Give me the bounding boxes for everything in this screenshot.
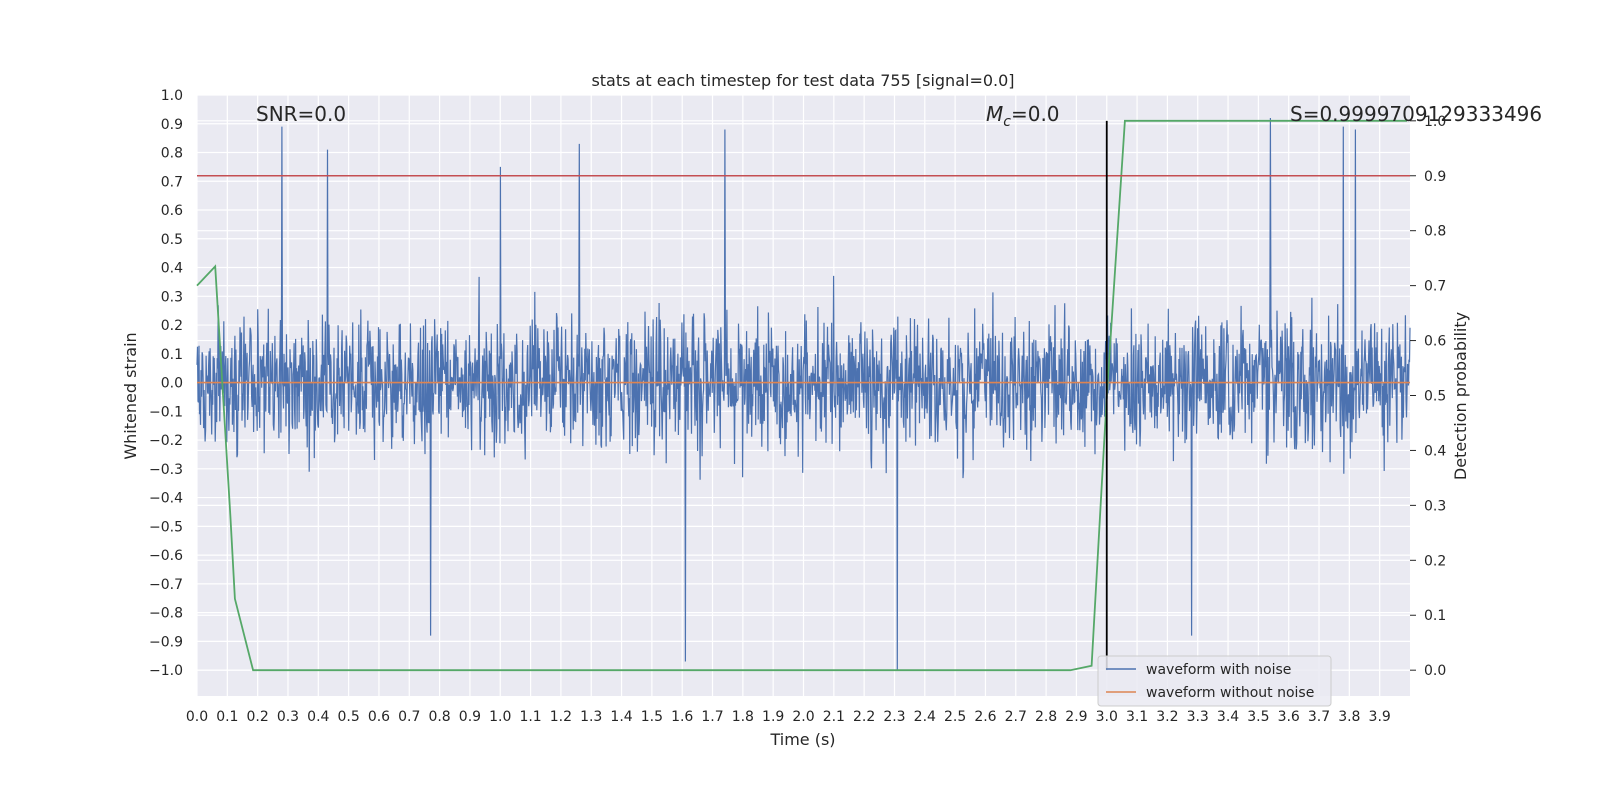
y2-tick-label: 0.7: [1424, 279, 1446, 295]
y2-tick-label: 0.5: [1424, 389, 1446, 405]
legend-label-with-noise: waveform with noise: [1146, 662, 1291, 678]
x-axis-label: Time (s): [769, 730, 835, 749]
x-tick-label: 0.0: [186, 709, 208, 725]
x-tick-label: 3.4: [1217, 709, 1239, 725]
chirp-mass-subscript: c: [1003, 114, 1011, 130]
chart-title: stats at each timestep for test data 755…: [591, 71, 1014, 90]
x-tick-label: 1.6: [671, 709, 693, 725]
x-tick-label: 1.8: [732, 709, 754, 725]
y2-axis-label: Detection probability: [1451, 312, 1470, 480]
y-tick-label: 0.5: [161, 232, 183, 248]
x-tick-label: 1.0: [489, 709, 511, 725]
y-tick-label: 0.2: [161, 318, 183, 334]
y-tick-label: 0.7: [161, 174, 183, 190]
x-tick-label: 0.2: [247, 709, 269, 725]
x-tick-label: 3.1: [1126, 709, 1148, 725]
x-tick-label: 2.8: [1035, 709, 1057, 725]
series-detection-probability: [196, 119, 1407, 672]
chirp-mass-value: =0.0: [1011, 102, 1060, 126]
y-tick-label: −0.4: [149, 491, 183, 507]
y-tick-label: 0.4: [161, 261, 183, 277]
y-tick-label: −1.0: [149, 663, 183, 679]
y2-tick-label: 0.6: [1424, 334, 1446, 350]
y-tick-label: 0.1: [161, 347, 183, 363]
y-tick-label: 0.8: [161, 146, 183, 162]
x-tick-label: 2.3: [883, 709, 905, 725]
x-tick-label: 1.2: [550, 709, 572, 725]
x-tick-label: 1.4: [610, 709, 632, 725]
x-tick-label: 3.6: [1278, 709, 1300, 725]
x-tick-label: 3.9: [1369, 709, 1391, 725]
x-tick-label: 1.1: [519, 709, 541, 725]
y2-tick-label: 0.3: [1424, 498, 1446, 514]
series-waveform-with-noise: [196, 117, 1411, 671]
legend-label-without-noise: waveform without noise: [1146, 685, 1314, 701]
x-tick-label: 0.6: [368, 709, 390, 725]
detection-probability-line: [196, 119, 1407, 672]
x-tick-label: 3.5: [1247, 709, 1269, 725]
x-tick-label: 0.3: [277, 709, 299, 725]
chirp-mass-symbol: M: [986, 102, 1003, 126]
y-tick-label: −0.1: [149, 404, 183, 420]
y2-tick-label: 0.1: [1424, 608, 1446, 624]
snr-annotation: SNR=0.0: [256, 102, 346, 126]
x-tick-label: 3.7: [1308, 709, 1330, 725]
x-tick-label: 3.3: [1187, 709, 1209, 725]
y-tick-label: 0.9: [161, 117, 183, 133]
y2-tick-label: 0.2: [1424, 553, 1446, 569]
x-tick-label: 2.2: [853, 709, 875, 725]
y-tick-label: −0.5: [149, 519, 183, 535]
y-tick-label: −0.2: [149, 433, 183, 449]
legend: waveform with noise waveform without noi…: [1097, 655, 1332, 707]
x-tick-label: 2.6: [974, 709, 996, 725]
x-tick-label: 2.9: [1065, 709, 1087, 725]
y-tick-label: 1.0: [161, 88, 183, 104]
y-tick-label: −0.3: [149, 462, 183, 478]
x-tick-label: 2.1: [823, 709, 845, 725]
y2-tick-label: 0.0: [1424, 663, 1446, 679]
x-tick-label: 2.5: [944, 709, 966, 725]
x-tick-label: 0.4: [307, 709, 329, 725]
waveform-with-noise-line: [196, 117, 1411, 671]
y-tick-label: 0.3: [161, 289, 183, 305]
grid: [196, 94, 1410, 696]
x-tick-label: 3.0: [1096, 709, 1118, 725]
y-tick-label: −0.7: [149, 577, 183, 593]
x-tick-label: 2.0: [792, 709, 814, 725]
x-tick-label: 3.8: [1338, 709, 1360, 725]
reference-lines: [197, 120, 1410, 671]
x-tick-label: 1.5: [641, 709, 663, 725]
y2-axis-ticks: 0.0 0.1 0.2 0.3 0.4 0.5 0.6 0.7 0.8 0.9 1.0: [1410, 114, 1446, 679]
y2-tick-label: 1.0: [1424, 114, 1446, 130]
x-tick-label: 2.7: [1005, 709, 1027, 725]
x-tick-label: 0.9: [459, 709, 481, 725]
x-tick-label: 0.5: [337, 709, 359, 725]
x-tick-label: 0.8: [428, 709, 450, 725]
x-tick-label: 1.3: [580, 709, 602, 725]
x-tick-label: 1.9: [762, 709, 784, 725]
y-tick-label: 0.6: [161, 203, 183, 219]
x-tick-label: 0.7: [398, 709, 420, 725]
x-tick-label: 0.1: [216, 709, 238, 725]
y-tick-label: −0.9: [149, 634, 183, 650]
y-axis-label: Whitened strain: [121, 332, 140, 459]
y-tick-label: −0.6: [149, 548, 183, 564]
x-tick-label: 3.2: [1156, 709, 1178, 725]
y2-tick-label: 0.4: [1424, 443, 1446, 459]
y-tick-label: −0.8: [149, 606, 183, 622]
legend-box: [1097, 655, 1332, 707]
y-axis-ticks: 1.0 0.9 0.8 0.7 0.6 0.5 0.4 0.3 0.2 0.1 0.0 −0.1 −0.…: [149, 88, 183, 679]
chirp-mass-annotation: Mc=0.0: [986, 102, 1060, 130]
y-tick-label: 0.0: [161, 376, 183, 392]
y2-tick-label: 0.9: [1424, 169, 1446, 185]
y2-tick-label: 0.8: [1424, 224, 1446, 240]
x-tick-label: 1.7: [701, 709, 723, 725]
x-tick-label: 2.4: [914, 709, 936, 725]
score-annotation: S=0.9999709129333496: [1290, 102, 1542, 126]
x-axis-ticks: 0.0 0.1 0.2 0.3 0.4 0.5 0.6 0.7 0.8 0.9 1.0 1.1 1.2 1…: [186, 709, 1391, 725]
